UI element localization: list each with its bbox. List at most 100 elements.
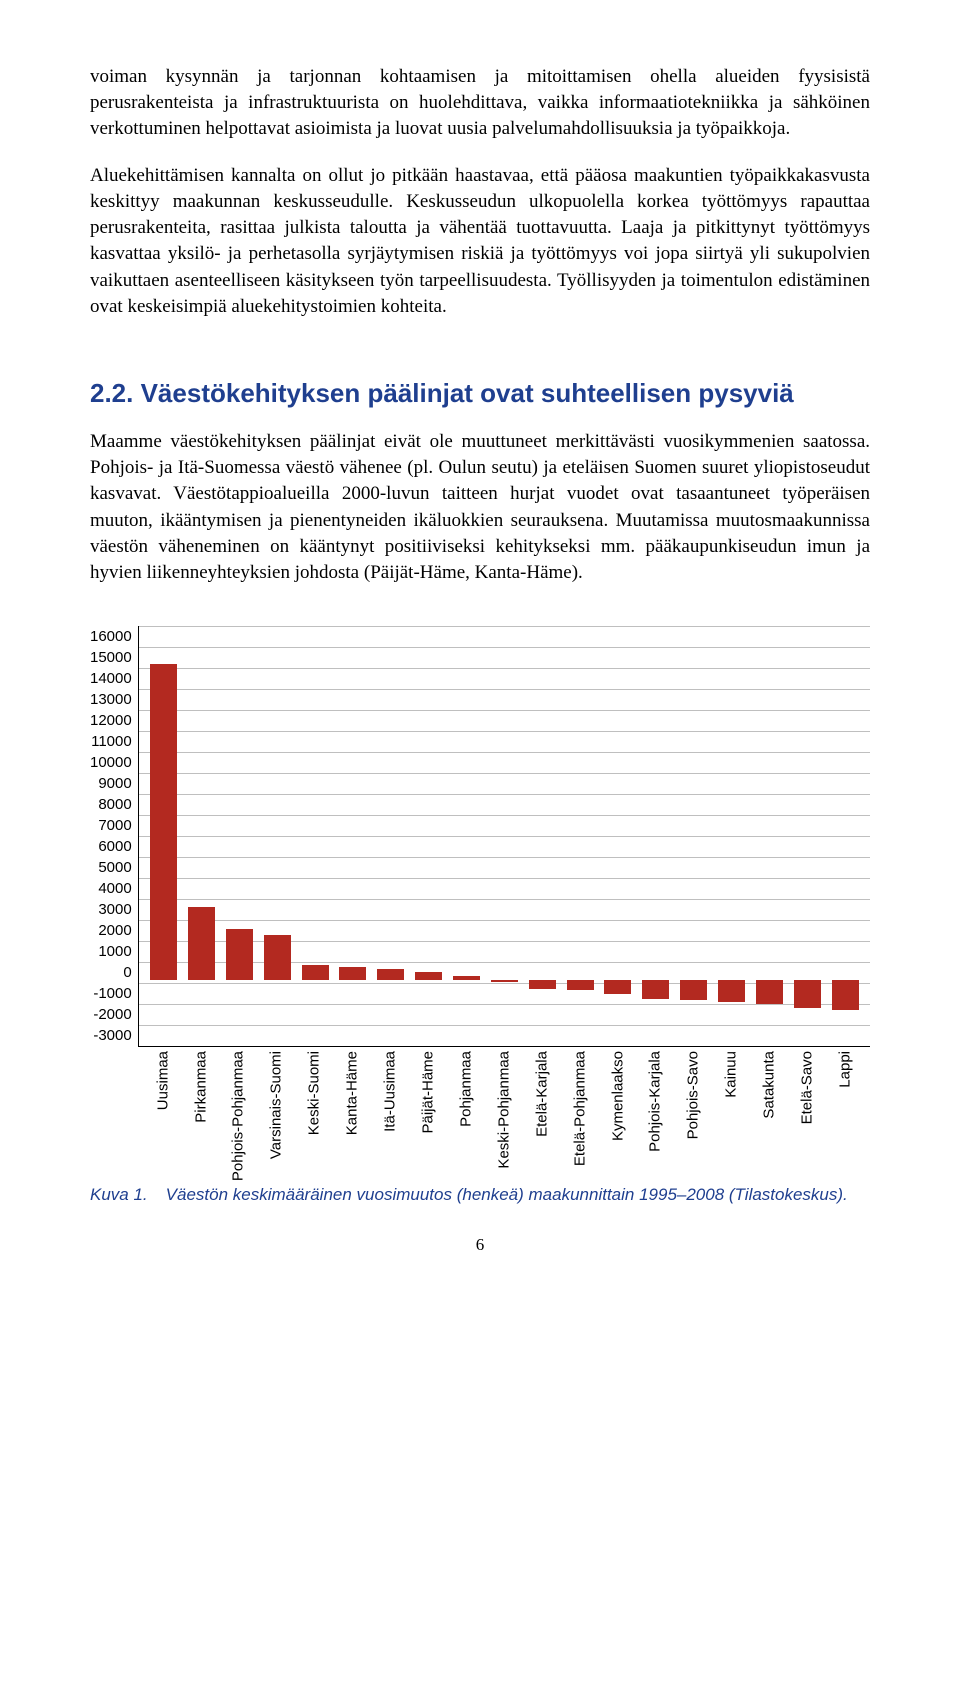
bar <box>604 980 631 994</box>
x-tick-label: Etelä-Karjala <box>533 1051 550 1137</box>
x-tick-label: Päijät-Häme <box>420 1051 437 1134</box>
bar-slot <box>412 626 446 1046</box>
page-number: 6 <box>90 1235 870 1255</box>
x-label-slot: Pohjois-Karjala <box>639 1047 673 1177</box>
x-axis-spacer <box>90 1047 138 1177</box>
x-label-slot: Keski-Suomi <box>297 1047 331 1177</box>
document-page: voiman kysynnän ja tarjonnan kohtaamisen… <box>0 0 960 1295</box>
chart-x-axis: Uusimaa Pirkanmaa Pohjois-Pohjanmaa Varsina… <box>90 1047 870 1177</box>
x-label-slot: Etelä-Karjala <box>525 1047 559 1177</box>
x-label-slot: Päijät-Häme <box>411 1047 445 1177</box>
y-tick-label: 2000 <box>98 920 131 941</box>
bar <box>415 972 442 980</box>
bar-slot <box>336 626 370 1046</box>
bar <box>150 664 177 980</box>
x-tick-label: Etelä-Savo <box>799 1051 816 1124</box>
y-tick-label: 8000 <box>98 794 131 815</box>
x-tick-label: Keski-Suomi <box>306 1051 323 1135</box>
x-tick-label: Pohjois-Pohjanmaa <box>230 1051 247 1181</box>
bar-slot <box>487 626 521 1046</box>
bar-slot <box>147 626 181 1046</box>
x-tick-label: Kanta-Häme <box>344 1051 361 1135</box>
x-tick-label: Pirkanmaa <box>192 1051 209 1123</box>
body-paragraph: voiman kysynnän ja tarjonnan kohtaamisen… <box>90 64 870 143</box>
y-tick-label: 13000 <box>90 689 132 710</box>
y-tick-label: -1000 <box>93 983 131 1004</box>
bar <box>642 980 669 999</box>
bar-slot <box>525 626 559 1046</box>
x-label-slot: Uusimaa <box>146 1047 180 1177</box>
bar-slot <box>677 626 711 1046</box>
bar <box>756 980 783 1004</box>
bar <box>226 929 253 980</box>
bar-slot <box>374 626 408 1046</box>
x-tick-label: Etelä-Pohjanmaa <box>571 1051 588 1166</box>
y-tick-label: 3000 <box>98 899 131 920</box>
bar <box>302 965 329 980</box>
bar <box>491 980 518 982</box>
body-paragraph: Maamme väestökehityksen päälinjat eivät … <box>90 429 870 586</box>
y-tick-label: 1000 <box>98 941 131 962</box>
chart-caption: Kuva 1. Väestön keskimääräinen vuosimuut… <box>90 1185 870 1205</box>
bar-slot <box>563 626 597 1046</box>
y-tick-label: 7000 <box>98 815 131 836</box>
bar-slot <box>790 626 824 1046</box>
x-label-slot: Lappi <box>828 1047 862 1177</box>
bar <box>339 967 366 980</box>
bar <box>377 969 404 980</box>
x-label-slot: Pirkanmaa <box>184 1047 218 1177</box>
bar <box>188 907 215 980</box>
x-label-slot: Kanta-Häme <box>335 1047 369 1177</box>
x-label-slot: Itä-Uusimaa <box>373 1047 407 1177</box>
bar <box>832 980 859 1010</box>
population-change-chart: 1600015000140001300012000110001000090008… <box>90 626 870 1205</box>
bar-slot <box>298 626 332 1046</box>
x-label-slot: Kainuu <box>714 1047 748 1177</box>
x-label-slot: Satakunta <box>752 1047 786 1177</box>
x-label-slot: Pohjois-Pohjanmaa <box>222 1047 256 1177</box>
x-tick-label: Satakunta <box>761 1051 778 1119</box>
x-label-slot: Keski-Pohjanmaa <box>487 1047 521 1177</box>
bar-slot <box>450 626 484 1046</box>
y-tick-label: -2000 <box>93 1004 131 1025</box>
bar-slot <box>715 626 749 1046</box>
bar <box>680 980 707 1000</box>
x-label-slot: Pohjois-Savo <box>676 1047 710 1177</box>
x-tick-label: Itä-Uusimaa <box>382 1051 399 1132</box>
bar <box>264 935 291 980</box>
y-tick-label: -3000 <box>93 1025 131 1046</box>
bar-slot <box>639 626 673 1046</box>
bar <box>794 980 821 1008</box>
y-tick-label: 0 <box>123 962 131 983</box>
y-tick-label: 12000 <box>90 710 132 731</box>
section-heading: 2.2. Väestökehityksen päälinjat ovat suh… <box>90 378 870 409</box>
x-tick-label: Pohjanmaa <box>457 1051 474 1127</box>
x-tick-label: Keski-Pohjanmaa <box>495 1051 512 1169</box>
bar <box>567 980 594 990</box>
bar-slot <box>752 626 786 1046</box>
bar <box>529 980 556 989</box>
x-tick-label: Kainuu <box>723 1051 740 1098</box>
chart-y-axis: 1600015000140001300012000110001000090008… <box>90 626 138 1046</box>
x-label-slot: Etelä-Savo <box>790 1047 824 1177</box>
chart-plot <box>138 626 870 1047</box>
y-tick-label: 5000 <box>98 857 131 878</box>
bar-slot <box>601 626 635 1046</box>
x-tick-label: Lappi <box>836 1051 853 1088</box>
bar-slot <box>222 626 256 1046</box>
x-tick-label: Varsinais-Suomi <box>268 1051 285 1159</box>
x-label-slot: Pohjanmaa <box>449 1047 483 1177</box>
y-tick-label: 15000 <box>90 647 132 668</box>
y-tick-label: 4000 <box>98 878 131 899</box>
y-tick-label: 6000 <box>98 836 131 857</box>
bar-slot <box>828 626 862 1046</box>
x-tick-label: Kymenlaakso <box>609 1051 626 1141</box>
caption-text: Väestön keskimääräinen vuosimuutos (henk… <box>166 1185 870 1205</box>
y-tick-label: 10000 <box>90 752 132 773</box>
bar-slot <box>260 626 294 1046</box>
y-tick-label: 11000 <box>91 731 132 752</box>
body-paragraph: Aluekehittämisen kannalta on ollut jo pi… <box>90 163 870 320</box>
x-tick-label: Pohjois-Karjala <box>647 1051 664 1152</box>
chart-bars <box>139 626 870 1046</box>
chart-x-labels: Uusimaa Pirkanmaa Pohjois-Pohjanmaa Varsina… <box>138 1047 870 1177</box>
